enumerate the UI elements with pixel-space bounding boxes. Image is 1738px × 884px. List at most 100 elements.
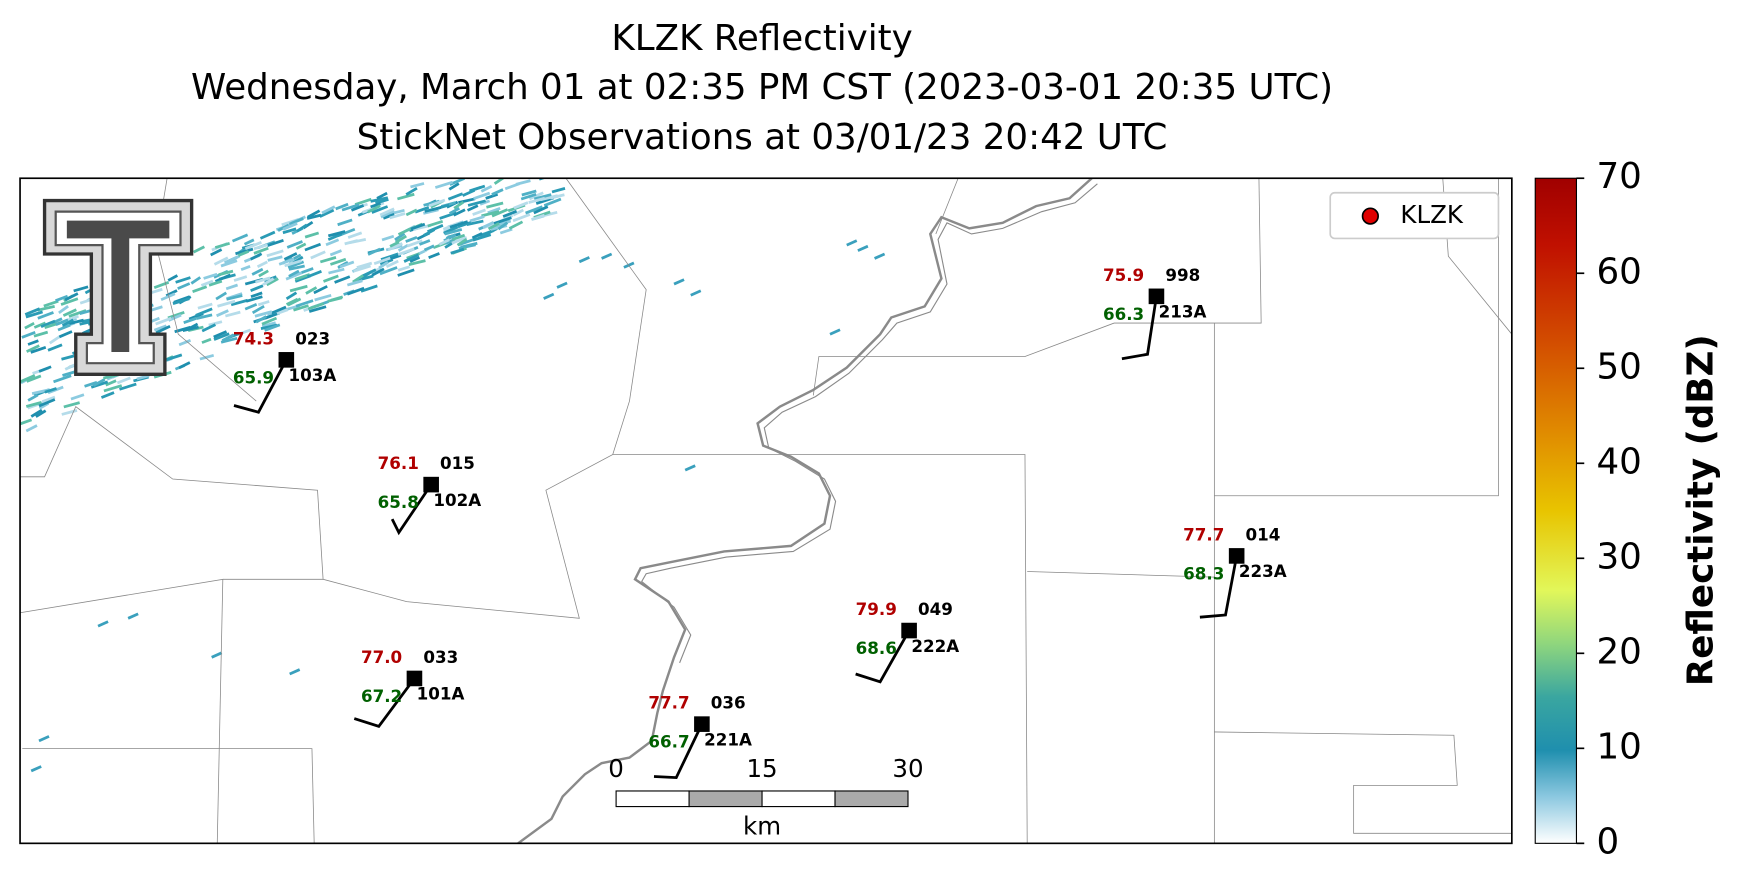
echo xyxy=(63,401,80,409)
colorbar-ticks: 0 10 20 30 40 50 60 70 xyxy=(1576,156,1642,862)
title-line: KLZK Reflectivity xyxy=(611,18,912,59)
colorbar-tick-label: 70 xyxy=(1597,156,1642,197)
echo xyxy=(397,247,415,256)
echo xyxy=(444,228,463,236)
echo xyxy=(41,395,56,403)
echo xyxy=(356,261,373,269)
echo xyxy=(177,282,191,290)
echo xyxy=(235,247,254,256)
scale-label: 30 xyxy=(892,754,923,783)
echo xyxy=(690,289,702,297)
echo xyxy=(61,318,74,327)
echo xyxy=(26,374,42,383)
echo xyxy=(26,344,40,353)
echo xyxy=(405,235,418,243)
echo xyxy=(428,198,446,208)
echo xyxy=(525,205,543,215)
echo xyxy=(551,187,566,194)
echo xyxy=(403,253,419,263)
echo xyxy=(305,286,318,295)
echo xyxy=(195,307,213,317)
echo xyxy=(466,204,479,212)
echo xyxy=(225,283,239,291)
station-id: 221A xyxy=(704,729,752,749)
echo xyxy=(262,277,275,286)
echo xyxy=(397,243,409,252)
echo xyxy=(543,292,555,300)
station-id: 222A xyxy=(911,636,959,656)
echo xyxy=(306,209,321,219)
echo xyxy=(456,238,468,247)
station: 77.0 033 67.2 101A xyxy=(353,647,465,728)
echo xyxy=(208,279,223,287)
echo xyxy=(335,202,349,211)
echo xyxy=(250,284,264,292)
echo xyxy=(240,264,251,271)
colorbar-label: Reflectivity (dBZ) xyxy=(1680,334,1721,686)
echo xyxy=(155,324,171,334)
echo xyxy=(103,384,123,393)
echo xyxy=(237,250,250,257)
echo xyxy=(136,374,150,381)
echo xyxy=(327,232,343,241)
scale-label: 15 xyxy=(746,754,777,783)
echo xyxy=(329,257,347,266)
echo xyxy=(486,201,504,209)
echo xyxy=(528,191,544,201)
wind-barb xyxy=(1199,555,1239,619)
echo xyxy=(192,245,205,254)
dewpoint: 66.3 xyxy=(1103,304,1144,324)
echo xyxy=(254,310,273,318)
echo xyxy=(197,302,213,310)
echo xyxy=(24,322,35,330)
echo xyxy=(264,323,281,332)
station-marker xyxy=(423,476,439,493)
echo xyxy=(33,330,49,338)
echo xyxy=(375,198,389,205)
echo xyxy=(55,318,69,326)
echo xyxy=(314,293,332,302)
echo xyxy=(394,232,406,241)
echo xyxy=(225,310,241,318)
echo xyxy=(367,247,381,256)
echo xyxy=(60,297,79,306)
echo xyxy=(25,401,42,408)
echo xyxy=(37,305,55,312)
wind-barb xyxy=(1121,296,1158,361)
pressure: 033 xyxy=(423,647,458,667)
echo xyxy=(556,281,568,289)
station-marker xyxy=(901,622,917,639)
echo xyxy=(410,222,426,231)
echo xyxy=(438,238,450,246)
echo xyxy=(521,189,537,197)
echo xyxy=(178,361,191,370)
echo xyxy=(192,285,208,294)
echo xyxy=(68,318,84,326)
echo xyxy=(379,266,398,276)
echo xyxy=(513,201,529,210)
legend-marker xyxy=(1361,207,1379,225)
echo xyxy=(244,303,258,311)
echo xyxy=(30,346,47,354)
echo xyxy=(35,409,47,418)
echo xyxy=(460,241,478,249)
echo xyxy=(245,295,263,303)
echo xyxy=(308,305,327,313)
echo xyxy=(244,241,262,251)
echo xyxy=(378,260,389,270)
scale-unit: km xyxy=(743,812,781,841)
echo xyxy=(353,264,371,273)
echo xyxy=(846,239,858,247)
echo xyxy=(829,328,841,336)
colorbar-tick-label: 60 xyxy=(1597,251,1642,292)
echo xyxy=(381,234,395,242)
echo xyxy=(493,216,512,225)
station-marker xyxy=(1148,288,1165,305)
echo xyxy=(288,269,300,278)
county-lines xyxy=(20,178,1512,844)
echo xyxy=(405,208,418,217)
pressure: 023 xyxy=(295,328,330,348)
